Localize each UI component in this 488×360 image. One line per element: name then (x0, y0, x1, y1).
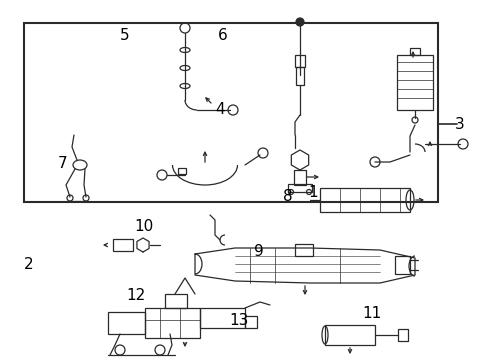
Bar (293, 170, 305, 185)
Text: 6: 6 (217, 28, 227, 44)
Text: 11: 11 (361, 306, 381, 321)
Bar (164, 294, 186, 308)
Bar (287, 184, 311, 192)
Bar (319, 188, 409, 212)
Circle shape (295, 18, 304, 26)
Bar (397, 329, 407, 341)
Text: 9: 9 (254, 244, 264, 260)
Text: 3: 3 (454, 117, 464, 132)
Bar (178, 168, 185, 174)
Text: 12: 12 (126, 288, 145, 303)
Text: 8: 8 (282, 189, 292, 204)
Bar (145, 308, 200, 338)
Bar (409, 48, 419, 55)
Bar (113, 239, 133, 251)
Bar (108, 312, 145, 334)
Text: 2: 2 (23, 257, 33, 272)
Bar (396, 55, 432, 110)
Text: 7: 7 (58, 156, 67, 171)
Bar (24, 23, 437, 202)
Bar (244, 316, 257, 328)
Text: 13: 13 (228, 313, 248, 328)
Bar (294, 55, 305, 67)
Bar (325, 325, 374, 345)
Text: 1: 1 (307, 185, 317, 200)
Bar (294, 244, 312, 256)
Text: 10: 10 (134, 219, 154, 234)
Bar (200, 308, 244, 328)
Text: 4: 4 (215, 102, 224, 117)
Bar (295, 67, 304, 85)
Text: 5: 5 (120, 28, 129, 44)
Bar (394, 256, 409, 274)
